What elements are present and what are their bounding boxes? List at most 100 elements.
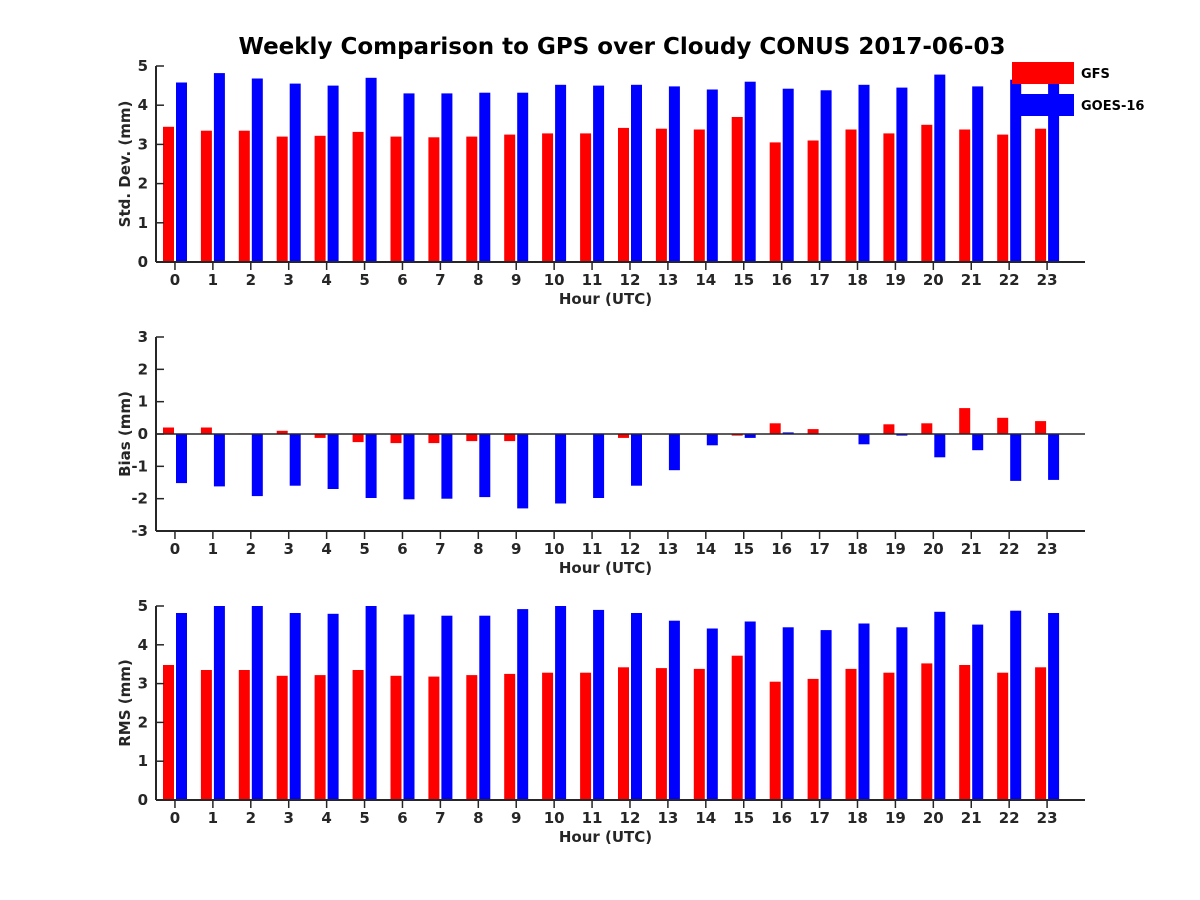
bar-goes-16-9 — [517, 434, 529, 509]
bar-goes-16-11 — [593, 85, 605, 262]
x-tick-label: 3 — [283, 809, 293, 827]
bar-goes-16-20 — [934, 611, 946, 800]
bar-goes-16-6 — [403, 614, 415, 800]
x-tick-label: 22 — [999, 540, 1020, 558]
bar-gfs-16 — [769, 423, 781, 434]
bar-gfs-0 — [163, 427, 174, 434]
y-tick-label: 2 — [138, 713, 148, 731]
bar-gfs-4 — [314, 675, 326, 800]
bar-gfs-23 — [1035, 421, 1047, 434]
bar-goes-16-15 — [744, 621, 756, 800]
bar-gfs-9 — [504, 134, 516, 262]
bar-goes-16-20 — [934, 434, 946, 458]
x-tick-label: 17 — [809, 271, 830, 289]
bar-goes-16-12 — [631, 434, 642, 486]
bar-goes-16-13 — [668, 620, 680, 800]
bar-gfs-23 — [1035, 667, 1047, 800]
bar-gfs-12 — [618, 434, 629, 438]
bar-goes-16-19 — [896, 87, 908, 262]
bar-goes-16-5 — [365, 77, 377, 262]
y-tick-label: 1 — [138, 214, 148, 232]
bar-gfs-17 — [807, 678, 819, 800]
x-axis-label: Hour (UTC) — [559, 290, 652, 308]
bar-gfs-0 — [163, 665, 174, 800]
x-tick-label: 15 — [733, 540, 754, 558]
x-tick-label: 21 — [961, 271, 982, 289]
bar-goes-16-2 — [251, 606, 263, 800]
x-tick-label: 22 — [999, 271, 1020, 289]
bar-gfs-8 — [466, 434, 478, 442]
x-tick-label: 23 — [1037, 540, 1058, 558]
bar-goes-16-3 — [289, 83, 301, 262]
bar-goes-16-16 — [782, 432, 794, 434]
x-tick-label: 14 — [695, 540, 716, 558]
x-tick-label: 7 — [435, 809, 445, 827]
x-tick-label: 2 — [246, 809, 256, 827]
x-tick-label: 22 — [999, 809, 1020, 827]
bar-gfs-16 — [769, 142, 781, 262]
bar-gfs-21 — [959, 408, 971, 434]
x-tick-label: 10 — [544, 809, 565, 827]
bar-goes-16-4 — [327, 434, 339, 489]
bar-goes-16-1 — [213, 434, 225, 487]
legend-item-gfs: GFS — [1012, 62, 1110, 84]
bar-gfs-7 — [428, 137, 440, 262]
y-tick-label: 1 — [138, 752, 148, 770]
bar-gfs-3 — [276, 675, 288, 800]
x-tick-label: 1 — [208, 540, 218, 558]
bar-goes-16-0 — [176, 82, 187, 262]
x-tick-label: 12 — [620, 271, 641, 289]
x-tick-label: 0 — [170, 271, 180, 289]
x-tick-label: 4 — [321, 271, 331, 289]
bar-goes-16-18 — [858, 434, 870, 445]
bar-gfs-10 — [542, 672, 554, 800]
x-tick-label: 8 — [473, 540, 483, 558]
bar-gfs-6 — [390, 434, 402, 444]
legend-label: GFS — [1081, 67, 1110, 82]
x-tick-label: 13 — [657, 540, 678, 558]
x-tick-label: 0 — [170, 540, 180, 558]
bar-gfs-15 — [731, 434, 743, 436]
y-tick-label: 4 — [138, 96, 148, 114]
x-tick-label: 8 — [473, 271, 483, 289]
bar-gfs-5 — [352, 131, 364, 262]
bar-goes-16-16 — [782, 88, 794, 262]
x-tick-label: 4 — [321, 809, 331, 827]
bar-goes-16-15 — [744, 81, 756, 262]
y-tick-label: 0 — [138, 425, 148, 443]
x-tick-label: 19 — [885, 271, 906, 289]
x-tick-label: 20 — [923, 540, 944, 558]
y-tick-label: 2 — [138, 360, 148, 378]
bar-gfs-12 — [618, 127, 629, 263]
bar-goes-16-23 — [1048, 613, 1060, 800]
x-tick-label: 9 — [511, 271, 521, 289]
x-tick-label: 12 — [620, 809, 641, 827]
bar-gfs-20 — [921, 124, 933, 262]
y-tick-label: 4 — [138, 636, 148, 654]
bar-goes-16-5 — [365, 434, 377, 498]
bar-goes-16-6 — [403, 93, 415, 263]
bar-gfs-23 — [1035, 128, 1047, 262]
y-tick-label: 3 — [138, 328, 148, 346]
bar-gfs-7 — [428, 434, 440, 444]
x-tick-label: 9 — [511, 540, 521, 558]
bar-gfs-15 — [731, 117, 743, 262]
x-tick-label: 15 — [733, 809, 754, 827]
bar-goes-16-19 — [896, 627, 908, 800]
bar-goes-16-7 — [441, 615, 453, 800]
bar-gfs-5 — [352, 670, 364, 800]
bar-gfs-19 — [883, 133, 895, 262]
bar-gfs-18 — [845, 129, 857, 262]
bar-goes-16-0 — [176, 613, 187, 800]
x-tick-label: 16 — [771, 540, 792, 558]
x-tick-label: 2 — [246, 271, 256, 289]
bar-gfs-14 — [693, 668, 705, 800]
legend-item-goes-16: GOES-16 — [1012, 94, 1144, 116]
bar-goes-16-4 — [327, 85, 339, 262]
bar-goes-16-7 — [441, 93, 453, 263]
y-tick-label: 5 — [138, 57, 148, 75]
legend-label: GOES-16 — [1081, 99, 1144, 114]
x-tick-label: 23 — [1037, 271, 1058, 289]
